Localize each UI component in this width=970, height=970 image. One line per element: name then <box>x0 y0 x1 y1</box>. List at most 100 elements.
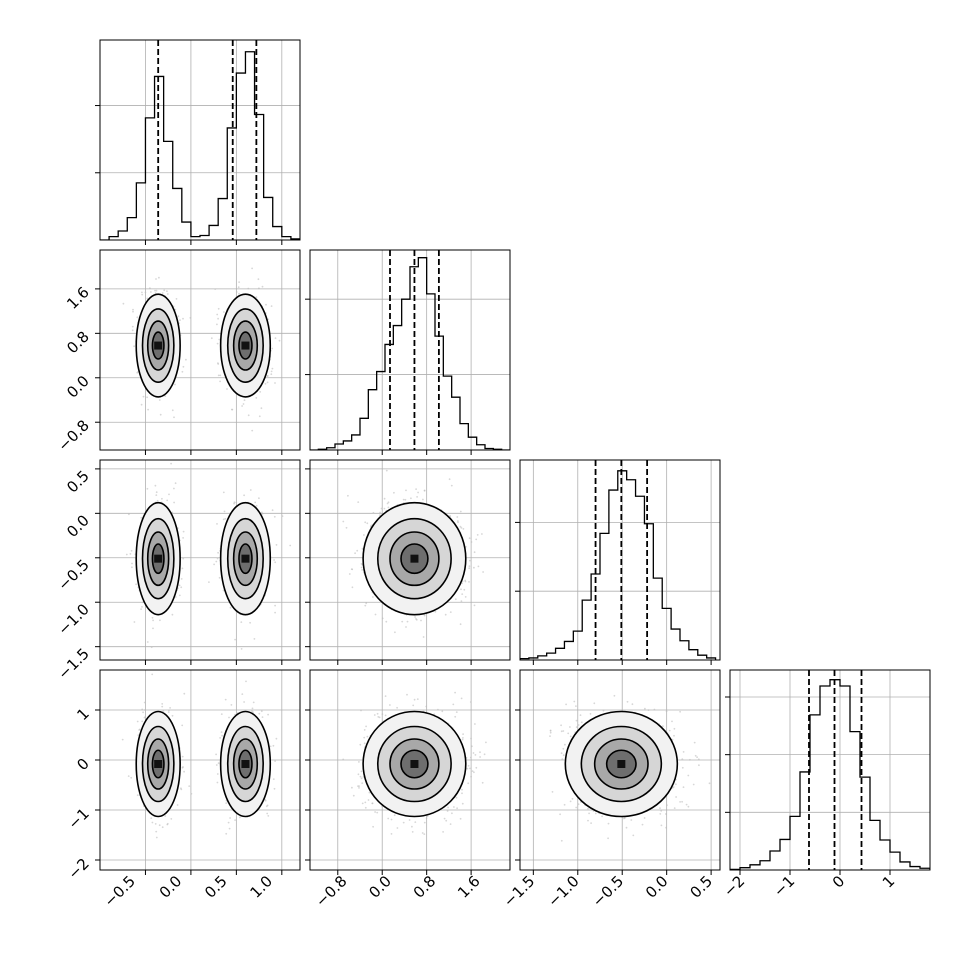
scatter-point <box>252 701 255 704</box>
scatter-point <box>140 608 143 610</box>
scatter-point <box>396 827 399 829</box>
scatter-point <box>138 729 141 731</box>
scatter-point <box>166 499 169 502</box>
panel-1-1 <box>95 39 301 245</box>
scatter-point <box>141 720 144 723</box>
scatter-point <box>274 337 277 339</box>
scatter-point <box>217 307 220 310</box>
scatter-point <box>423 821 426 824</box>
scatter-point <box>241 693 244 695</box>
scatter-point <box>351 586 354 589</box>
panel-frame <box>519 459 721 661</box>
scatter-point <box>154 289 156 292</box>
scatter-point <box>217 362 219 364</box>
scatter-point <box>450 484 453 487</box>
scatter-point <box>251 707 254 710</box>
scatter-point <box>361 547 364 550</box>
scatter-point <box>376 712 379 715</box>
scatter-point <box>273 559 275 561</box>
scatter-point <box>168 493 170 496</box>
scatter-point <box>261 511 263 514</box>
scatter-point <box>367 799 370 801</box>
scatter-point <box>240 621 243 623</box>
scatter-point <box>130 776 133 779</box>
panel-inner <box>520 670 720 870</box>
scatter-point <box>393 814 396 817</box>
scatter-point <box>423 489 426 492</box>
scatter-point <box>163 289 166 292</box>
scatter-point <box>444 656 446 658</box>
scatter-point <box>342 520 345 523</box>
scatter-point <box>462 528 465 530</box>
scatter-point <box>150 646 153 649</box>
scatter-point <box>473 604 476 607</box>
scatter-point <box>251 710 253 712</box>
scatter-point <box>137 734 140 736</box>
scatter-point <box>357 501 360 503</box>
scatter-point <box>185 358 187 361</box>
scatter-point <box>260 407 263 410</box>
scatter-point <box>444 613 447 616</box>
scatter-point <box>141 708 144 711</box>
scatter-point <box>445 819 448 822</box>
scatter-point <box>559 813 561 816</box>
scatter-point <box>474 723 476 725</box>
scatter-point <box>152 619 155 622</box>
scatter-point <box>483 753 486 756</box>
scatter-point <box>159 413 162 416</box>
scatter-point <box>389 704 391 706</box>
density-peak-1 <box>410 554 419 563</box>
scatter-point <box>272 744 275 747</box>
scatter-point <box>273 787 276 790</box>
scatter-point <box>147 408 150 411</box>
scatter-point <box>401 620 404 623</box>
scatter-point <box>136 316 139 319</box>
scatter-point <box>425 817 428 819</box>
scatter-point <box>130 549 133 552</box>
scatter-point <box>460 588 462 591</box>
scatter-point <box>219 737 222 739</box>
scatter-point <box>152 627 154 630</box>
scatter-point <box>154 292 157 294</box>
scatter-point <box>243 494 246 497</box>
scatter-point <box>296 722 298 724</box>
scatter-point <box>273 515 276 518</box>
panel-frame <box>99 669 301 871</box>
scatter-point <box>354 552 356 555</box>
scatter-point <box>265 805 268 808</box>
scatter-point <box>159 619 161 622</box>
scatter-point <box>221 734 224 737</box>
scatter-point <box>481 533 483 535</box>
scatter-point <box>470 541 473 543</box>
scatter-point <box>215 753 218 756</box>
scatter-point <box>693 741 696 744</box>
scatter-point <box>171 613 174 616</box>
scatter-point <box>166 293 169 295</box>
scatter-point <box>361 782 364 784</box>
scatter-point <box>345 526 348 529</box>
scatter-point <box>216 773 219 775</box>
scatter-point <box>462 733 464 735</box>
scatter-point <box>471 745 473 748</box>
scatter-point <box>466 767 469 770</box>
scatter-point <box>477 565 480 568</box>
scatter-point <box>182 557 185 560</box>
scatter-point <box>161 705 164 708</box>
scatter-point <box>459 510 462 513</box>
scatter-point <box>461 802 464 805</box>
scatter-point <box>143 701 146 704</box>
scatter-point <box>146 396 149 399</box>
scatter-point <box>414 616 416 618</box>
scatter-point <box>464 596 467 598</box>
scatter-point <box>387 817 390 820</box>
scatter-point <box>364 801 367 804</box>
panel-frame <box>99 459 301 661</box>
scatter-point <box>452 703 455 706</box>
scatter-point <box>181 724 184 727</box>
scatter-point <box>219 380 222 383</box>
scatter-point <box>366 522 369 525</box>
scatter-point <box>468 537 471 540</box>
scatter-point <box>173 487 175 490</box>
scatter-point <box>214 288 217 290</box>
